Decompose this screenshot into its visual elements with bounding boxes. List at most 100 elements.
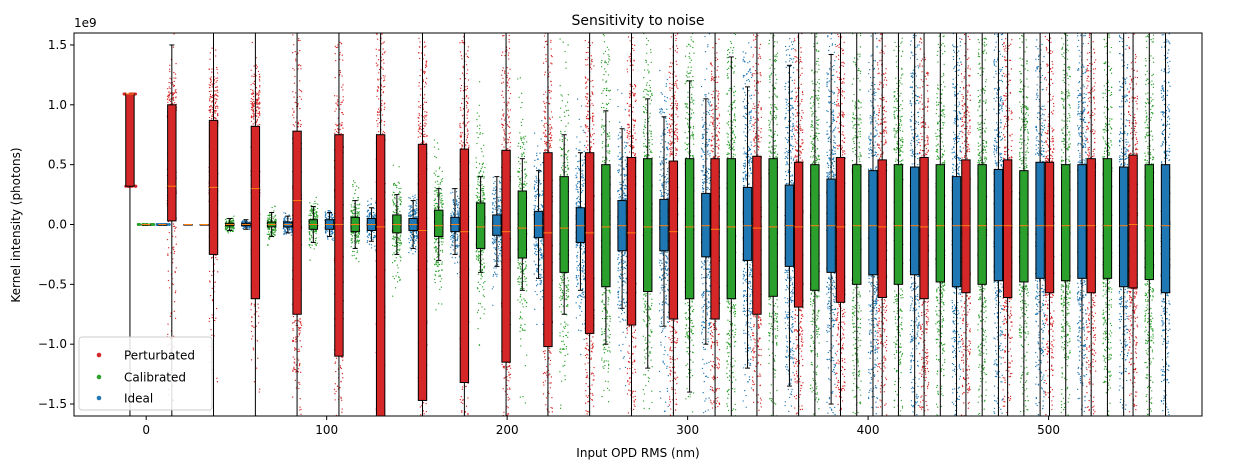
data-point [351, 234, 352, 235]
data-point [259, 112, 260, 113]
data-point [356, 257, 357, 258]
data-point [435, 282, 436, 283]
data-point [211, 81, 212, 82]
data-point [283, 212, 284, 213]
data-point [275, 228, 276, 229]
data-point [253, 96, 254, 97]
data-point [351, 206, 352, 207]
data-point [369, 244, 370, 245]
data-point [421, 129, 422, 130]
data-point [384, 79, 385, 80]
data-point [211, 68, 212, 69]
data-point [332, 237, 333, 238]
data-point [382, 48, 383, 49]
data-point [374, 216, 375, 217]
data-point [411, 215, 412, 216]
data-point [257, 124, 258, 125]
data-point [383, 75, 384, 76]
data-point [392, 194, 393, 195]
data-point [292, 330, 293, 331]
data-point [423, 441, 424, 442]
data-point [340, 23, 341, 24]
data-point [415, 205, 416, 206]
data-point [250, 101, 251, 102]
data-point [325, 211, 326, 212]
data-point [251, 109, 252, 110]
data-point [384, 417, 385, 418]
data-point [419, 75, 420, 76]
data-point [393, 183, 394, 184]
data-point [256, 64, 257, 65]
data-point [352, 251, 353, 252]
data-point [417, 16, 418, 17]
data-point [167, 99, 168, 100]
data-point [293, 322, 294, 323]
data-point [250, 103, 251, 104]
data-point [268, 237, 269, 238]
data-point [425, 426, 426, 427]
data-point [257, 106, 258, 107]
data-point [424, 102, 425, 103]
data-point [356, 211, 357, 212]
data-point [367, 211, 368, 212]
data-point [275, 215, 276, 216]
data-point [412, 253, 413, 254]
data-point [298, 40, 299, 41]
data-point [423, 71, 424, 72]
data-point [175, 228, 176, 229]
data-point [399, 249, 400, 250]
data-point [336, 95, 337, 96]
data-point [253, 349, 254, 350]
data-point [317, 217, 318, 218]
data-point [426, 422, 427, 423]
data-point [441, 244, 442, 245]
data-point [342, 360, 343, 361]
data-point [383, 63, 384, 64]
data-point [399, 196, 400, 197]
data-point [273, 232, 274, 233]
data-point [378, 98, 379, 99]
data-point [292, 340, 293, 341]
data-point [259, 90, 260, 91]
data-point [293, 341, 294, 342]
data-point [176, 267, 177, 268]
data-point [209, 91, 210, 92]
data-point [400, 240, 401, 241]
data-point [209, 110, 210, 111]
data-point [299, 419, 300, 420]
data-point [339, 70, 340, 71]
data-point [269, 215, 270, 216]
data-point [392, 296, 393, 297]
data-point [250, 309, 251, 310]
data-point [378, 1, 379, 2]
data-point [251, 84, 252, 85]
data-point [173, 253, 174, 254]
data-point [424, 73, 425, 74]
data-point [211, 109, 212, 110]
data-point [216, 308, 217, 309]
data-point [415, 246, 416, 247]
data-point [297, 320, 298, 321]
data-point [377, 428, 378, 429]
data-point [254, 313, 255, 314]
data-point [283, 228, 284, 229]
data-point [343, 114, 344, 115]
data-point [424, 136, 425, 137]
data-point [175, 423, 176, 424]
data-point [396, 185, 397, 186]
data-point [309, 231, 310, 232]
data-point [228, 232, 229, 233]
data-point [426, 61, 427, 62]
data-point [333, 217, 334, 218]
data-point [434, 264, 435, 265]
data-point [317, 242, 318, 243]
data-point [273, 218, 274, 219]
data-point [368, 237, 369, 238]
data-point [251, 70, 252, 71]
data-point [259, 103, 260, 104]
data-point [441, 198, 442, 199]
data-point [423, 131, 424, 132]
data-point [330, 216, 331, 217]
data-point [230, 231, 231, 232]
data-point [423, 402, 424, 403]
